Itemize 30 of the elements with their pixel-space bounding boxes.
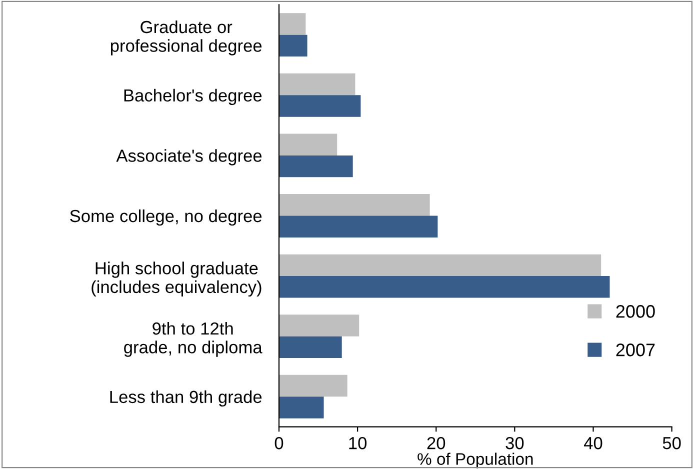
legend-label: 2000	[616, 305, 655, 318]
bar	[278, 396, 324, 418]
bar	[278, 216, 438, 238]
bar	[278, 374, 348, 397]
bar	[278, 254, 602, 276]
bar	[278, 336, 342, 358]
x-tick-label: 20	[427, 436, 446, 450]
bar	[278, 155, 353, 178]
bar	[278, 34, 308, 57]
bar	[278, 73, 356, 96]
y-tick-label: Graduate or professional degree	[110, 20, 262, 56]
y-tick-label: Associate's degree	[116, 149, 262, 166]
x-tick-label: 10	[349, 436, 367, 450]
x-tick-label: 50	[662, 436, 681, 450]
bar	[278, 13, 306, 35]
bar	[278, 276, 610, 298]
y-tick-label: Some college, no degree	[70, 209, 262, 226]
x-tick-label: 30	[506, 436, 524, 450]
y-tick-label: Less than 9th grade	[110, 390, 262, 407]
y-tick-label: Bachelor's degree	[124, 88, 262, 106]
bar	[278, 194, 430, 216]
y-tick-label: High school graduate (includes equivalency)	[92, 262, 262, 297]
x-tick-label: 0	[274, 436, 284, 450]
x-tick-label: 40	[584, 436, 602, 450]
x-axis-title: % of Population	[418, 452, 533, 468]
y-tick-label: 9th to 12th grade, no diploma	[124, 322, 262, 357]
bar	[278, 95, 361, 117]
bar	[278, 314, 360, 336]
legend-label: 2007	[616, 344, 655, 356]
bar	[278, 134, 338, 156]
